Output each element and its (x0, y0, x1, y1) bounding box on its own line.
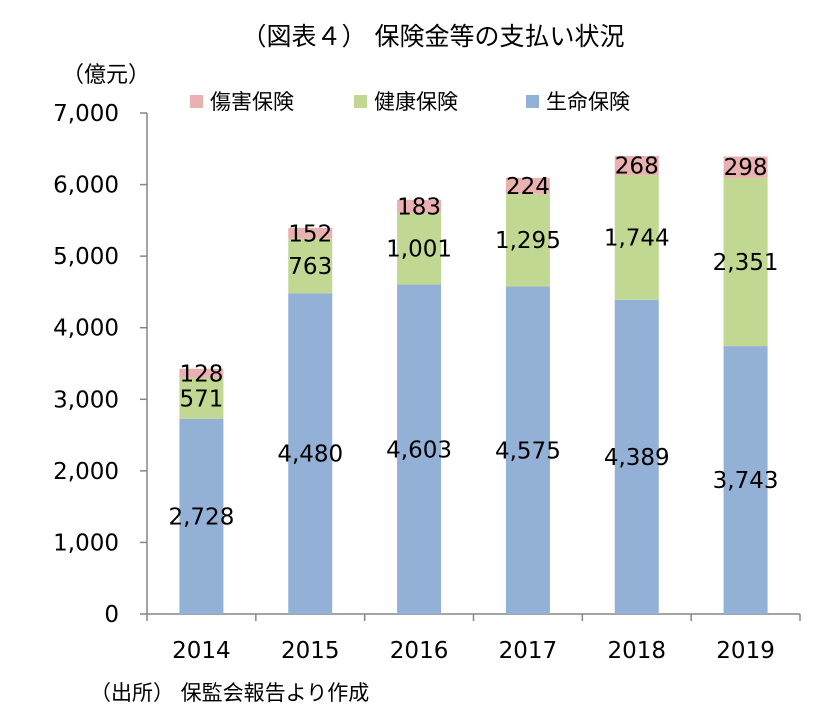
y-tick-label: 6,000 (53, 173, 119, 199)
bar-segment-2-4 (614, 155, 659, 176)
source-note: （出所） 保監会報告より作成 (90, 681, 369, 705)
data-label-1-2: 1,001 (386, 237, 452, 263)
data-label-0-3: 4,575 (495, 438, 561, 464)
y-tick-label: 1,000 (53, 530, 119, 556)
data-label-1-3: 1,295 (495, 228, 561, 254)
bar-segment-2-0 (179, 368, 224, 378)
chart-title: （図表４） 保険金等の支払い状況 (242, 22, 625, 51)
bar-segment-2-1 (288, 227, 333, 239)
legend-label-0: 生命保険 (546, 90, 630, 114)
x-tick-label: 2015 (281, 638, 340, 664)
data-label-2-4: 268 (615, 153, 659, 179)
data-label-2-5: 298 (724, 155, 768, 181)
x-tick-label: 2018 (607, 638, 666, 664)
data-label-1-1: 763 (288, 254, 332, 280)
x-tick-label: 2019 (716, 638, 775, 664)
data-label-2-3: 224 (506, 174, 550, 200)
data-label-1-0: 571 (179, 386, 223, 412)
legend: 傷害保険 健康保険 生命保険 (190, 90, 630, 114)
data-label-1-4: 1,744 (604, 225, 670, 251)
data-label-0-4: 4,389 (604, 445, 670, 471)
x-tick-label: 2016 (390, 638, 449, 664)
legend-label-2: 傷害保険 (210, 90, 294, 114)
bar-segment-1-2 (397, 212, 442, 285)
bar-segment-2-3 (505, 177, 550, 194)
data-label-2-1: 152 (288, 221, 332, 247)
bar-segment-1-3 (505, 193, 550, 287)
y-tick-label: 4,000 (53, 316, 119, 342)
legend-label-1: 健康保険 (374, 90, 458, 114)
legend-swatch-1 (354, 95, 367, 108)
data-label-2-0: 128 (179, 361, 223, 387)
bar-segment-2-2 (397, 199, 442, 213)
y-tick-label: 3,000 (53, 387, 119, 413)
bars (179, 155, 768, 614)
bar-segment-1-5 (723, 177, 768, 347)
y-axis-unit-label: （億元） (62, 63, 150, 88)
y-tick-label: 5,000 (53, 244, 119, 270)
bar-segment-1-1 (288, 238, 333, 294)
y-tick-label: 7,000 (53, 101, 119, 127)
y-axis: 0 1,000 2,000 3,000 4,000 5,000 6,000 7,000 (53, 101, 148, 628)
legend-swatch-2 (190, 95, 203, 108)
bar-segment-0-1 (288, 293, 333, 614)
y-tick-label: 0 (104, 602, 119, 628)
data-label-2-2: 183 (397, 194, 441, 220)
y-tick-label: 2,000 (53, 459, 119, 485)
bar-segment-2-5 (723, 156, 768, 178)
legend-swatch-0 (526, 95, 539, 108)
x-tick-label: 2017 (499, 638, 558, 664)
bar-segment-1-4 (614, 175, 659, 300)
bar-segment-0-2 (397, 284, 442, 614)
data-label-0-0: 2,728 (168, 504, 234, 530)
bar-segment-1-0 (179, 377, 224, 419)
data-label-0-1: 4,480 (277, 442, 343, 468)
bar-segment-0-5 (723, 346, 768, 614)
x-tick-label: 2014 (172, 638, 231, 664)
data-label-0-2: 4,603 (386, 437, 452, 463)
bar-segment-0-0 (179, 418, 224, 614)
data-label-1-5: 2,351 (713, 250, 779, 276)
bar-segment-0-3 (505, 286, 550, 614)
bar-segment-0-4 (614, 299, 659, 614)
data-label-0-5: 3,743 (713, 468, 779, 494)
x-axis: 2014 2015 2016 2017 2018 2019 (146, 613, 801, 664)
